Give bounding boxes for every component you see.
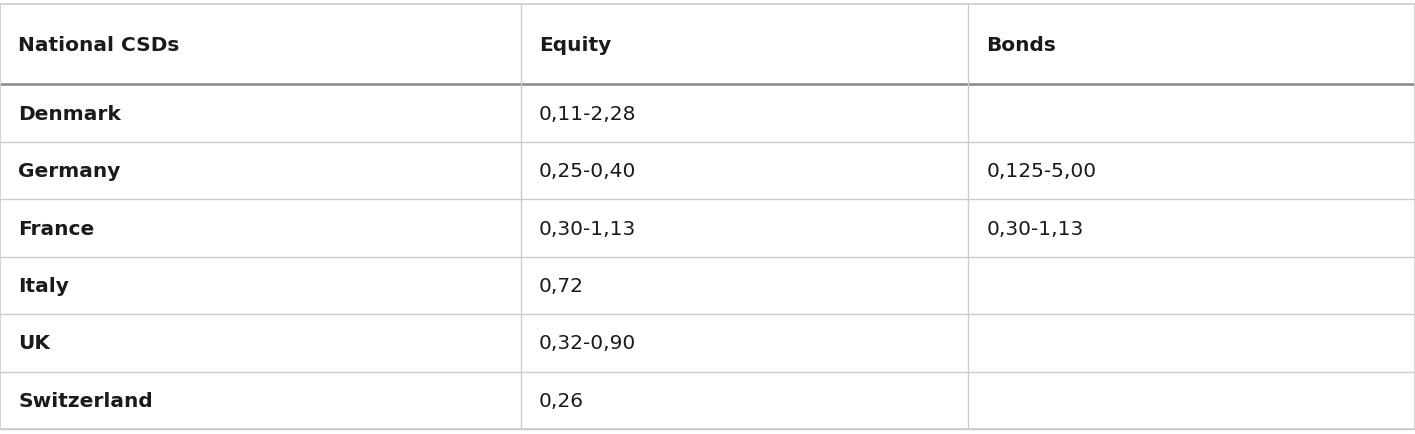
Text: Italy: Italy (18, 276, 69, 295)
Text: UK: UK (18, 334, 51, 352)
Bar (521, 142, 968, 200)
Text: 0,25-0,40: 0,25-0,40 (539, 162, 637, 181)
Text: 0,30-1,13: 0,30-1,13 (539, 219, 637, 238)
Text: 0,72: 0,72 (539, 276, 584, 295)
Text: 0,26: 0,26 (539, 391, 584, 410)
Bar (968, 142, 1415, 200)
Bar (0, 200, 521, 257)
Bar (521, 314, 968, 372)
Text: 0,125-5,00: 0,125-5,00 (986, 162, 1097, 181)
Bar (0, 257, 521, 314)
Text: Germany: Germany (18, 162, 120, 181)
Bar (968, 85, 1415, 142)
Bar (521, 200, 968, 257)
Text: Equity: Equity (539, 36, 611, 55)
Bar (0, 314, 521, 372)
Bar (521, 372, 968, 429)
Bar (0, 85, 521, 142)
Text: Denmark: Denmark (18, 105, 122, 123)
Bar (968, 5, 1415, 85)
Text: National CSDs: National CSDs (18, 36, 180, 55)
Bar (0, 5, 521, 85)
Bar (968, 372, 1415, 429)
Text: Bonds: Bonds (986, 36, 1056, 55)
Bar (0, 372, 521, 429)
Text: France: France (18, 219, 95, 238)
Text: Switzerland: Switzerland (18, 391, 153, 410)
Text: 0,11-2,28: 0,11-2,28 (539, 105, 637, 123)
Bar (968, 257, 1415, 314)
Bar (521, 85, 968, 142)
Bar (521, 257, 968, 314)
Bar (521, 5, 968, 85)
Bar (968, 200, 1415, 257)
Bar (0, 142, 521, 200)
Text: 0,30-1,13: 0,30-1,13 (986, 219, 1084, 238)
Text: 0,32-0,90: 0,32-0,90 (539, 334, 637, 352)
Bar (968, 314, 1415, 372)
